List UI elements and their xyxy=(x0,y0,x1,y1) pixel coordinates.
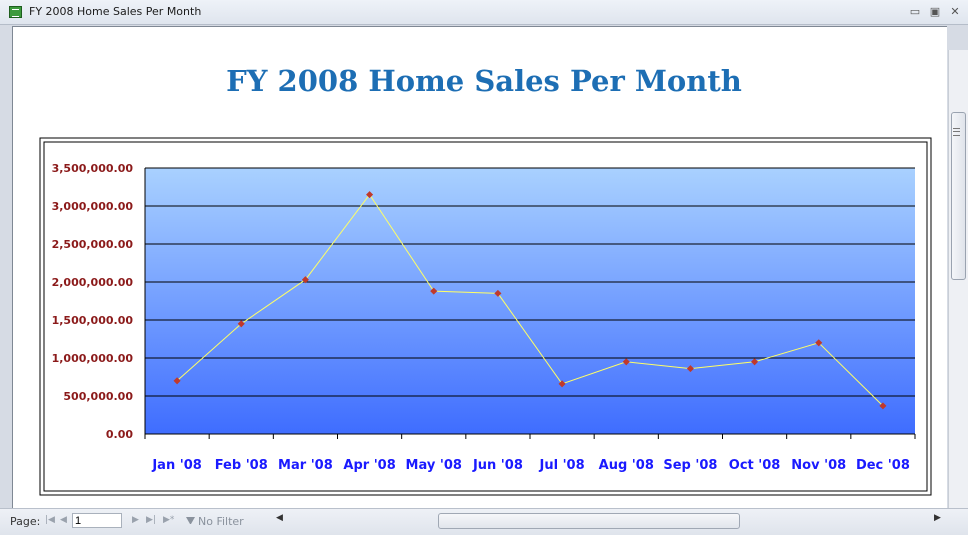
x-tick-label: Mar '08 xyxy=(278,458,333,473)
x-tick-label: Sep '08 xyxy=(663,458,717,473)
x-tick-label: Dec '08 xyxy=(856,458,910,473)
y-tick-label: 2,500,000.00 xyxy=(52,238,134,251)
no-filter-label: No Filter xyxy=(198,515,244,528)
y-tick-label: 3,500,000.00 xyxy=(52,162,134,175)
data-point xyxy=(301,276,309,284)
last-page-icon[interactable]: ▶| xyxy=(146,515,156,525)
restore-icon[interactable]: ▣ xyxy=(929,5,941,18)
vertical-scroll-thumb[interactable] xyxy=(951,112,966,280)
close-icon[interactable]: ✕ xyxy=(950,5,960,18)
y-tick-label: 0.00 xyxy=(106,428,133,441)
data-point xyxy=(558,380,566,388)
x-tick-label: Jan '08 xyxy=(151,458,201,473)
sales-data-markers xyxy=(173,191,887,410)
window-titlebar: FY 2008 Home Sales Per Month ▭ ▣ ✕ xyxy=(0,0,968,25)
x-tick-label: Nov '08 xyxy=(791,458,846,473)
no-filter-button[interactable]: No Filter xyxy=(186,515,244,528)
horizontal-scrollbar[interactable]: ◀ ▶ xyxy=(270,512,946,530)
y-tick-label: 1,500,000.00 xyxy=(52,314,134,327)
y-tick-label: 2,000,000.00 xyxy=(52,276,134,289)
page-number-input[interactable] xyxy=(72,513,122,528)
scroll-right-icon[interactable]: ▶ xyxy=(934,513,941,523)
previous-page-icon[interactable]: ◀ xyxy=(60,515,67,525)
x-tick-label: Aug '08 xyxy=(599,458,654,473)
horizontal-scroll-thumb[interactable] xyxy=(438,513,740,529)
window-title: FY 2008 Home Sales Per Month xyxy=(29,5,202,18)
scroll-left-icon[interactable]: ◀ xyxy=(276,513,283,523)
filter-icon xyxy=(186,517,195,526)
data-point xyxy=(622,358,630,366)
record-navigation-bar: Page: |◀ ◀ ▶ ▶| ▶* No Filter ◀ ▶ xyxy=(0,508,968,535)
data-point xyxy=(686,365,694,373)
next-page-icon[interactable]: ▶ xyxy=(132,515,139,525)
vertical-scrollbar[interactable] xyxy=(948,50,968,508)
x-tick-label: Jun '08 xyxy=(472,458,523,473)
data-point xyxy=(237,320,245,328)
data-point xyxy=(751,358,759,366)
minimize-icon[interactable]: ▭ xyxy=(909,5,921,18)
chart-outer-frame xyxy=(39,137,932,496)
data-point xyxy=(879,402,887,410)
y-tick-label: 500,000.00 xyxy=(63,390,133,403)
first-page-icon[interactable]: |◀ xyxy=(45,515,55,525)
data-point xyxy=(815,339,823,347)
x-axis-tick-labels: Jan '08 Feb '08 Mar '08 Apr '08 May '08 Jun '… xyxy=(144,434,916,473)
x-tick-label: Jul '08 xyxy=(539,458,585,473)
chart-title: FY 2008 Home Sales Per Month xyxy=(226,64,742,98)
y-tick-label: 1,000,000.00 xyxy=(52,352,134,365)
data-point xyxy=(430,287,438,295)
grip-icon xyxy=(953,128,960,136)
x-tick-label: Feb '08 xyxy=(215,458,268,473)
x-tick-label: Apr '08 xyxy=(343,458,395,473)
chart-inner-frame xyxy=(43,141,928,492)
y-axis-tick-labels: 0.00 500,000.00 1,000,000.00 1,500,000.00 2,… xyxy=(52,162,134,441)
plot-area xyxy=(145,168,915,434)
y-tick-label: 3,000,000.00 xyxy=(52,200,134,213)
sales-series-line xyxy=(176,193,884,407)
report-app-icon xyxy=(9,6,22,18)
data-point xyxy=(366,191,374,199)
data-point xyxy=(494,289,502,297)
new-record-icon[interactable]: ▶* xyxy=(163,515,175,525)
x-tick-label: Oct '08 xyxy=(729,458,781,473)
window-controls: ▭ ▣ ✕ xyxy=(908,5,962,19)
x-tick-label: May '08 xyxy=(406,458,462,473)
data-point xyxy=(173,377,181,385)
page-label: Page: xyxy=(10,515,41,528)
